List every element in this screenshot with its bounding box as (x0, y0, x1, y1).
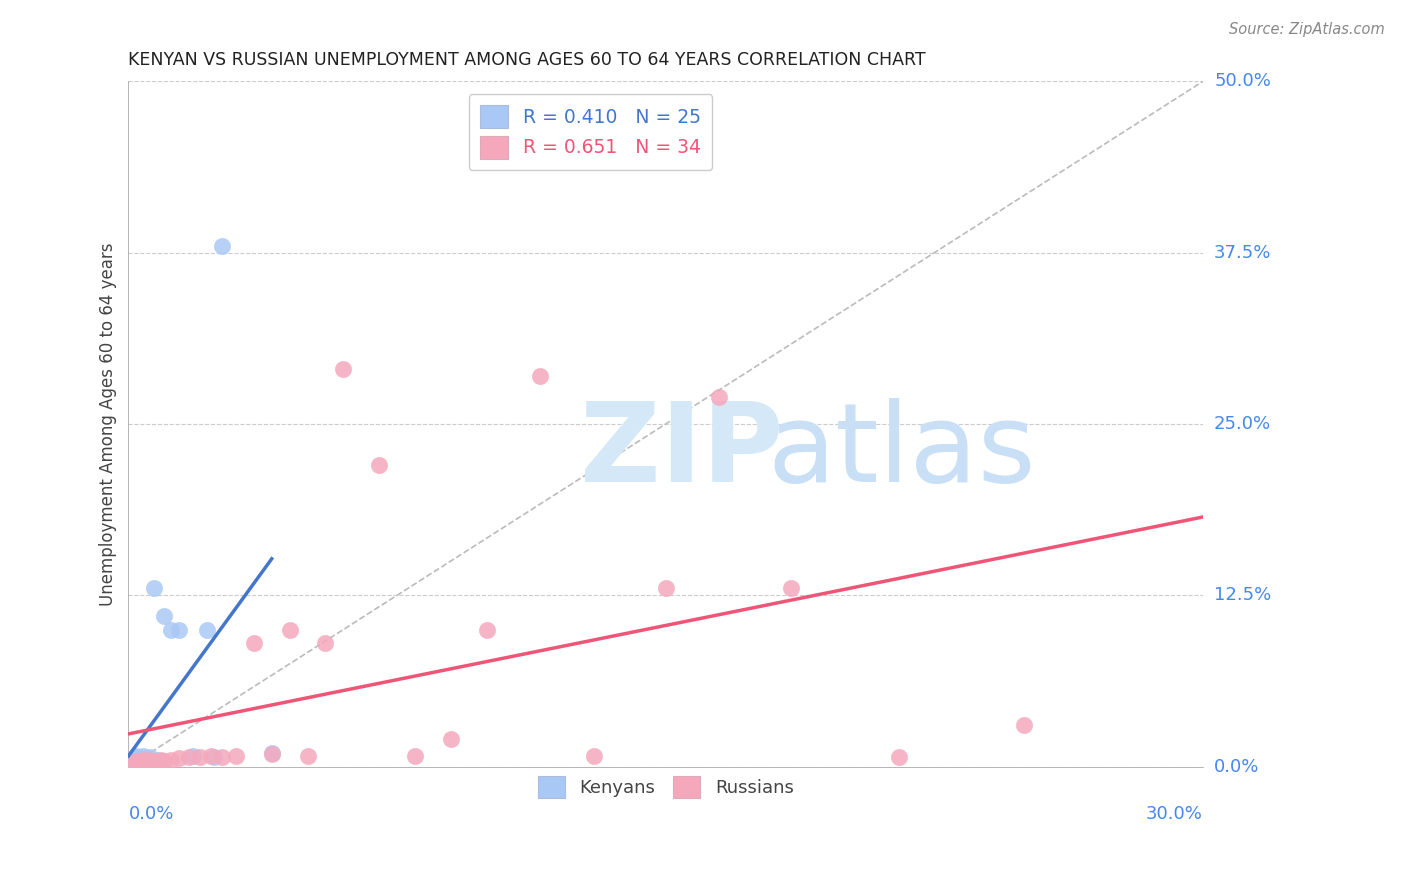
Point (654, 582, 676, 596)
Point (260, 747, 283, 762)
Point (146, 753, 169, 767)
Text: KENYAN VS RUSSIAN UNEMPLOYMENT AMONG AGES 60 TO 64 YEARS CORRELATION CHART: KENYAN VS RUSSIAN UNEMPLOYMENT AMONG AGE… (128, 51, 927, 69)
Point (149, 753, 172, 767)
Point (167, 751, 190, 765)
Point (128, 753, 150, 767)
Point (160, 753, 183, 767)
Point (135, 751, 157, 765)
Point (132, 751, 155, 765)
Point (583, 748, 606, 763)
Point (132, 753, 155, 767)
Point (404, 748, 426, 763)
Point (121, 753, 143, 767)
Point (181, 748, 204, 763)
Text: 30.0%: 30.0% (1146, 805, 1204, 823)
Point (440, 732, 463, 747)
Point (188, 750, 211, 764)
Text: 0.0%: 0.0% (128, 805, 174, 823)
Point (260, 746, 283, 760)
Point (153, 608, 176, 623)
Point (128, 750, 150, 764)
Point (179, 750, 201, 764)
Point (709, 390, 731, 404)
Point (887, 750, 910, 764)
Text: 0.0%: 0.0% (1215, 757, 1260, 775)
Text: 12.5%: 12.5% (1215, 586, 1271, 604)
Point (128, 756, 150, 770)
Point (1012, 718, 1035, 732)
Text: 37.5%: 37.5% (1215, 244, 1271, 261)
Point (167, 623, 190, 637)
Point (142, 756, 165, 770)
Point (124, 748, 146, 763)
Point (200, 748, 222, 763)
Point (297, 748, 319, 763)
Point (204, 750, 226, 764)
Point (160, 623, 183, 637)
Point (135, 754, 157, 768)
Point (139, 753, 162, 767)
Point (211, 239, 233, 253)
Point (195, 623, 218, 637)
Point (529, 369, 551, 384)
Point (332, 362, 354, 376)
Text: ZIP: ZIP (579, 398, 783, 505)
Point (121, 756, 143, 770)
Point (153, 754, 176, 768)
Point (278, 623, 301, 637)
Point (132, 748, 155, 763)
Text: Source: ZipAtlas.com: Source: ZipAtlas.com (1229, 22, 1385, 37)
Text: 25.0%: 25.0% (1215, 415, 1271, 433)
Point (368, 458, 391, 472)
Point (475, 623, 498, 637)
Point (124, 754, 146, 768)
Point (211, 750, 233, 764)
Point (225, 748, 247, 763)
Legend: Kenyans, Russians: Kenyans, Russians (530, 769, 801, 805)
Point (142, 582, 165, 596)
Point (132, 754, 155, 768)
Point (121, 756, 143, 770)
Point (124, 751, 146, 765)
Text: atlas: atlas (768, 398, 1036, 505)
Text: 50.0%: 50.0% (1215, 72, 1271, 90)
Point (780, 582, 803, 596)
Point (314, 636, 336, 650)
Point (139, 754, 162, 768)
Point (135, 754, 157, 768)
Point (139, 750, 162, 764)
Point (128, 756, 150, 770)
Y-axis label: Unemployment Among Ages 60 to 64 years: Unemployment Among Ages 60 to 64 years (100, 243, 117, 606)
Point (124, 756, 146, 770)
Point (243, 636, 266, 650)
Point (146, 754, 169, 768)
